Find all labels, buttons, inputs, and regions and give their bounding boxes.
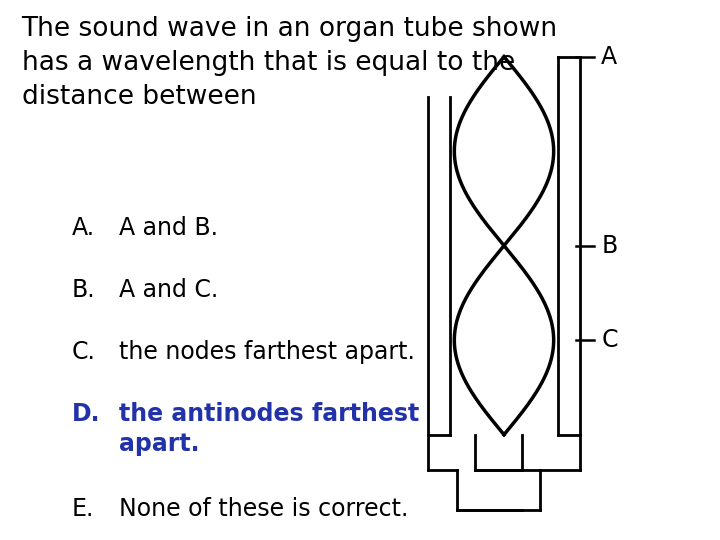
Text: E.: E. [72, 497, 94, 521]
Text: C: C [601, 328, 618, 352]
Text: B.: B. [72, 278, 96, 302]
Text: A: A [601, 45, 617, 69]
Text: A and B.: A and B. [119, 216, 218, 240]
Text: C.: C. [72, 340, 96, 364]
Text: B: B [601, 234, 618, 258]
Text: D.: D. [72, 402, 101, 426]
Text: A and C.: A and C. [119, 278, 218, 302]
Text: the antinodes farthest
apart.: the antinodes farthest apart. [119, 402, 419, 456]
Text: The sound wave in an organ tube shown
has a wavelength that is equal to the
dist: The sound wave in an organ tube shown ha… [22, 16, 558, 110]
Text: A.: A. [72, 216, 95, 240]
Text: the nodes farthest apart.: the nodes farthest apart. [119, 340, 415, 364]
Text: None of these is correct.: None of these is correct. [119, 497, 408, 521]
